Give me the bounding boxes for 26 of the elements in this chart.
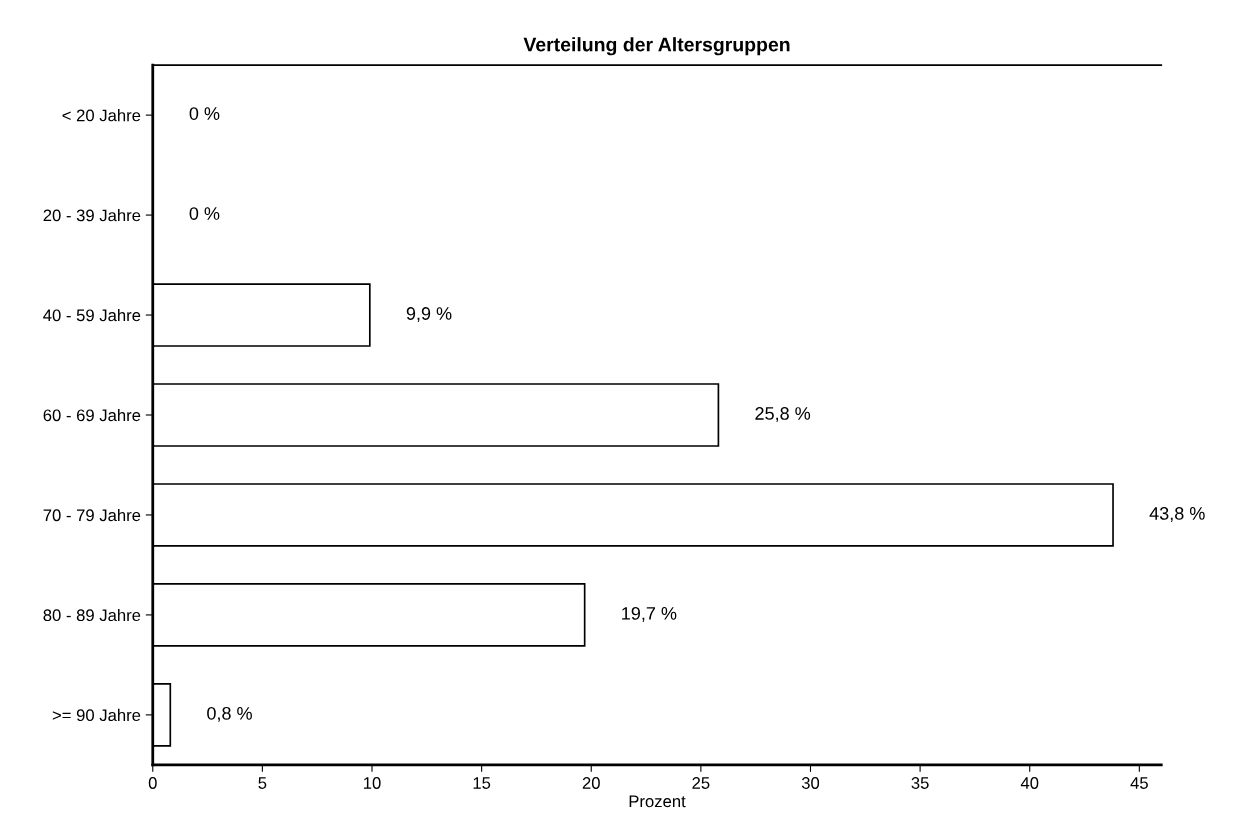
- data-label: 0 %: [189, 207, 220, 220]
- data-label: 19,7 %: [622, 606, 677, 622]
- y-tick-label: 40 - 59 Jahre: [43, 308, 141, 322]
- y-tick-label: >= 90 Jahre: [52, 708, 141, 722]
- data-label: 43,8 %: [1149, 507, 1205, 522]
- x-tick-label: 15: [473, 777, 491, 789]
- x-tick-label: 20: [582, 777, 600, 789]
- y-tick-label: < 20 Jahre: [62, 109, 141, 122]
- x-tick-label: 35: [911, 777, 929, 789]
- data-label: 25,8 %: [755, 407, 811, 422]
- x-tick-label: 0: [148, 777, 157, 789]
- y-tick-label: 80 - 89 Jahre: [43, 608, 141, 622]
- x-tick-label: 5: [258, 777, 267, 789]
- x-tick-label: 10: [364, 777, 381, 789]
- x-tick-label: 25: [692, 777, 710, 789]
- x-axis-title: Prozent: [629, 795, 686, 808]
- data-label: 9,9 %: [406, 307, 452, 323]
- y-tick-label: 60 - 69 Jahre: [43, 408, 141, 422]
- x-tick-label: 45: [1130, 777, 1148, 789]
- x-tick-label: 30: [801, 777, 820, 789]
- y-tick-label: 20 - 39 Jahre: [43, 209, 141, 222]
- x-tick-label: 40: [1020, 777, 1039, 789]
- data-label: 0 %: [189, 107, 220, 120]
- data-label: 0,8 %: [207, 706, 252, 722]
- chart-title: Verteilung der Altersgruppen: [523, 37, 790, 56]
- y-tick-label: 70 - 79 Jahre: [43, 508, 141, 522]
